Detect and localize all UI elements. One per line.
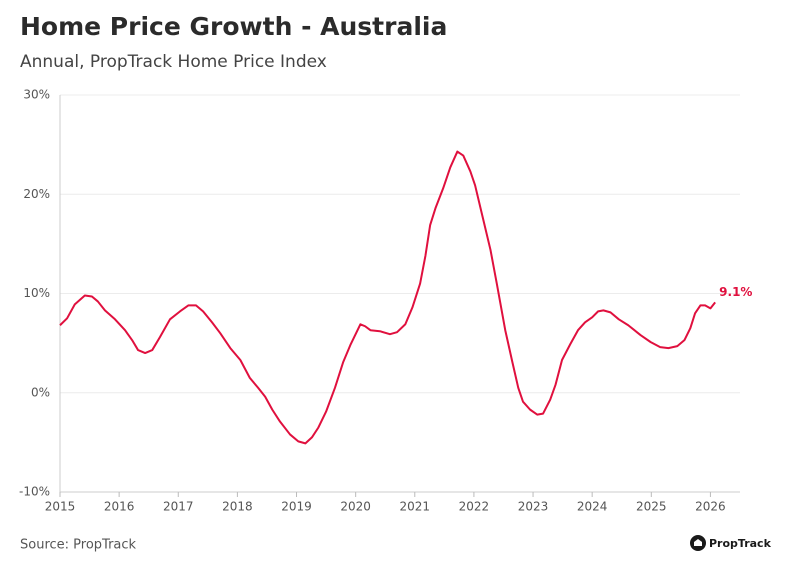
y-tick-label: 0% bbox=[31, 385, 50, 399]
value-label: 9.1% bbox=[719, 285, 752, 299]
x-tick-label: 2017 bbox=[163, 500, 194, 514]
x-tick-label: 2021 bbox=[400, 500, 431, 514]
x-tick-label: 2022 bbox=[459, 500, 490, 514]
x-tick-label: 2026 bbox=[695, 500, 726, 514]
brand: PropTrack bbox=[709, 537, 772, 550]
x-tick-label: 2019 bbox=[281, 500, 312, 514]
brand-icon-house bbox=[694, 539, 702, 546]
x-tick-label: 2016 bbox=[104, 500, 135, 514]
y-tick-label: -10% bbox=[19, 485, 50, 499]
x-tick-label: 2015 bbox=[45, 500, 76, 514]
x-tick-label: 2023 bbox=[518, 500, 549, 514]
x-tick-label: 2025 bbox=[636, 500, 667, 514]
source: Source: PropTrack bbox=[20, 538, 137, 553]
y-tick-label: 30% bbox=[23, 88, 50, 102]
y-tick-label: 10% bbox=[23, 286, 50, 300]
x-tick-label: 2018 bbox=[222, 500, 253, 514]
x-tick-label: 2024 bbox=[577, 500, 608, 514]
chart-title: Home Price Growth - Australia bbox=[20, 12, 447, 41]
y-tick-label: 20% bbox=[23, 187, 50, 201]
chart-subtitle: Annual, PropTrack Home Price Index bbox=[20, 52, 327, 72]
x-tick-label: 2020 bbox=[340, 500, 371, 514]
line bbox=[59, 150, 716, 445]
